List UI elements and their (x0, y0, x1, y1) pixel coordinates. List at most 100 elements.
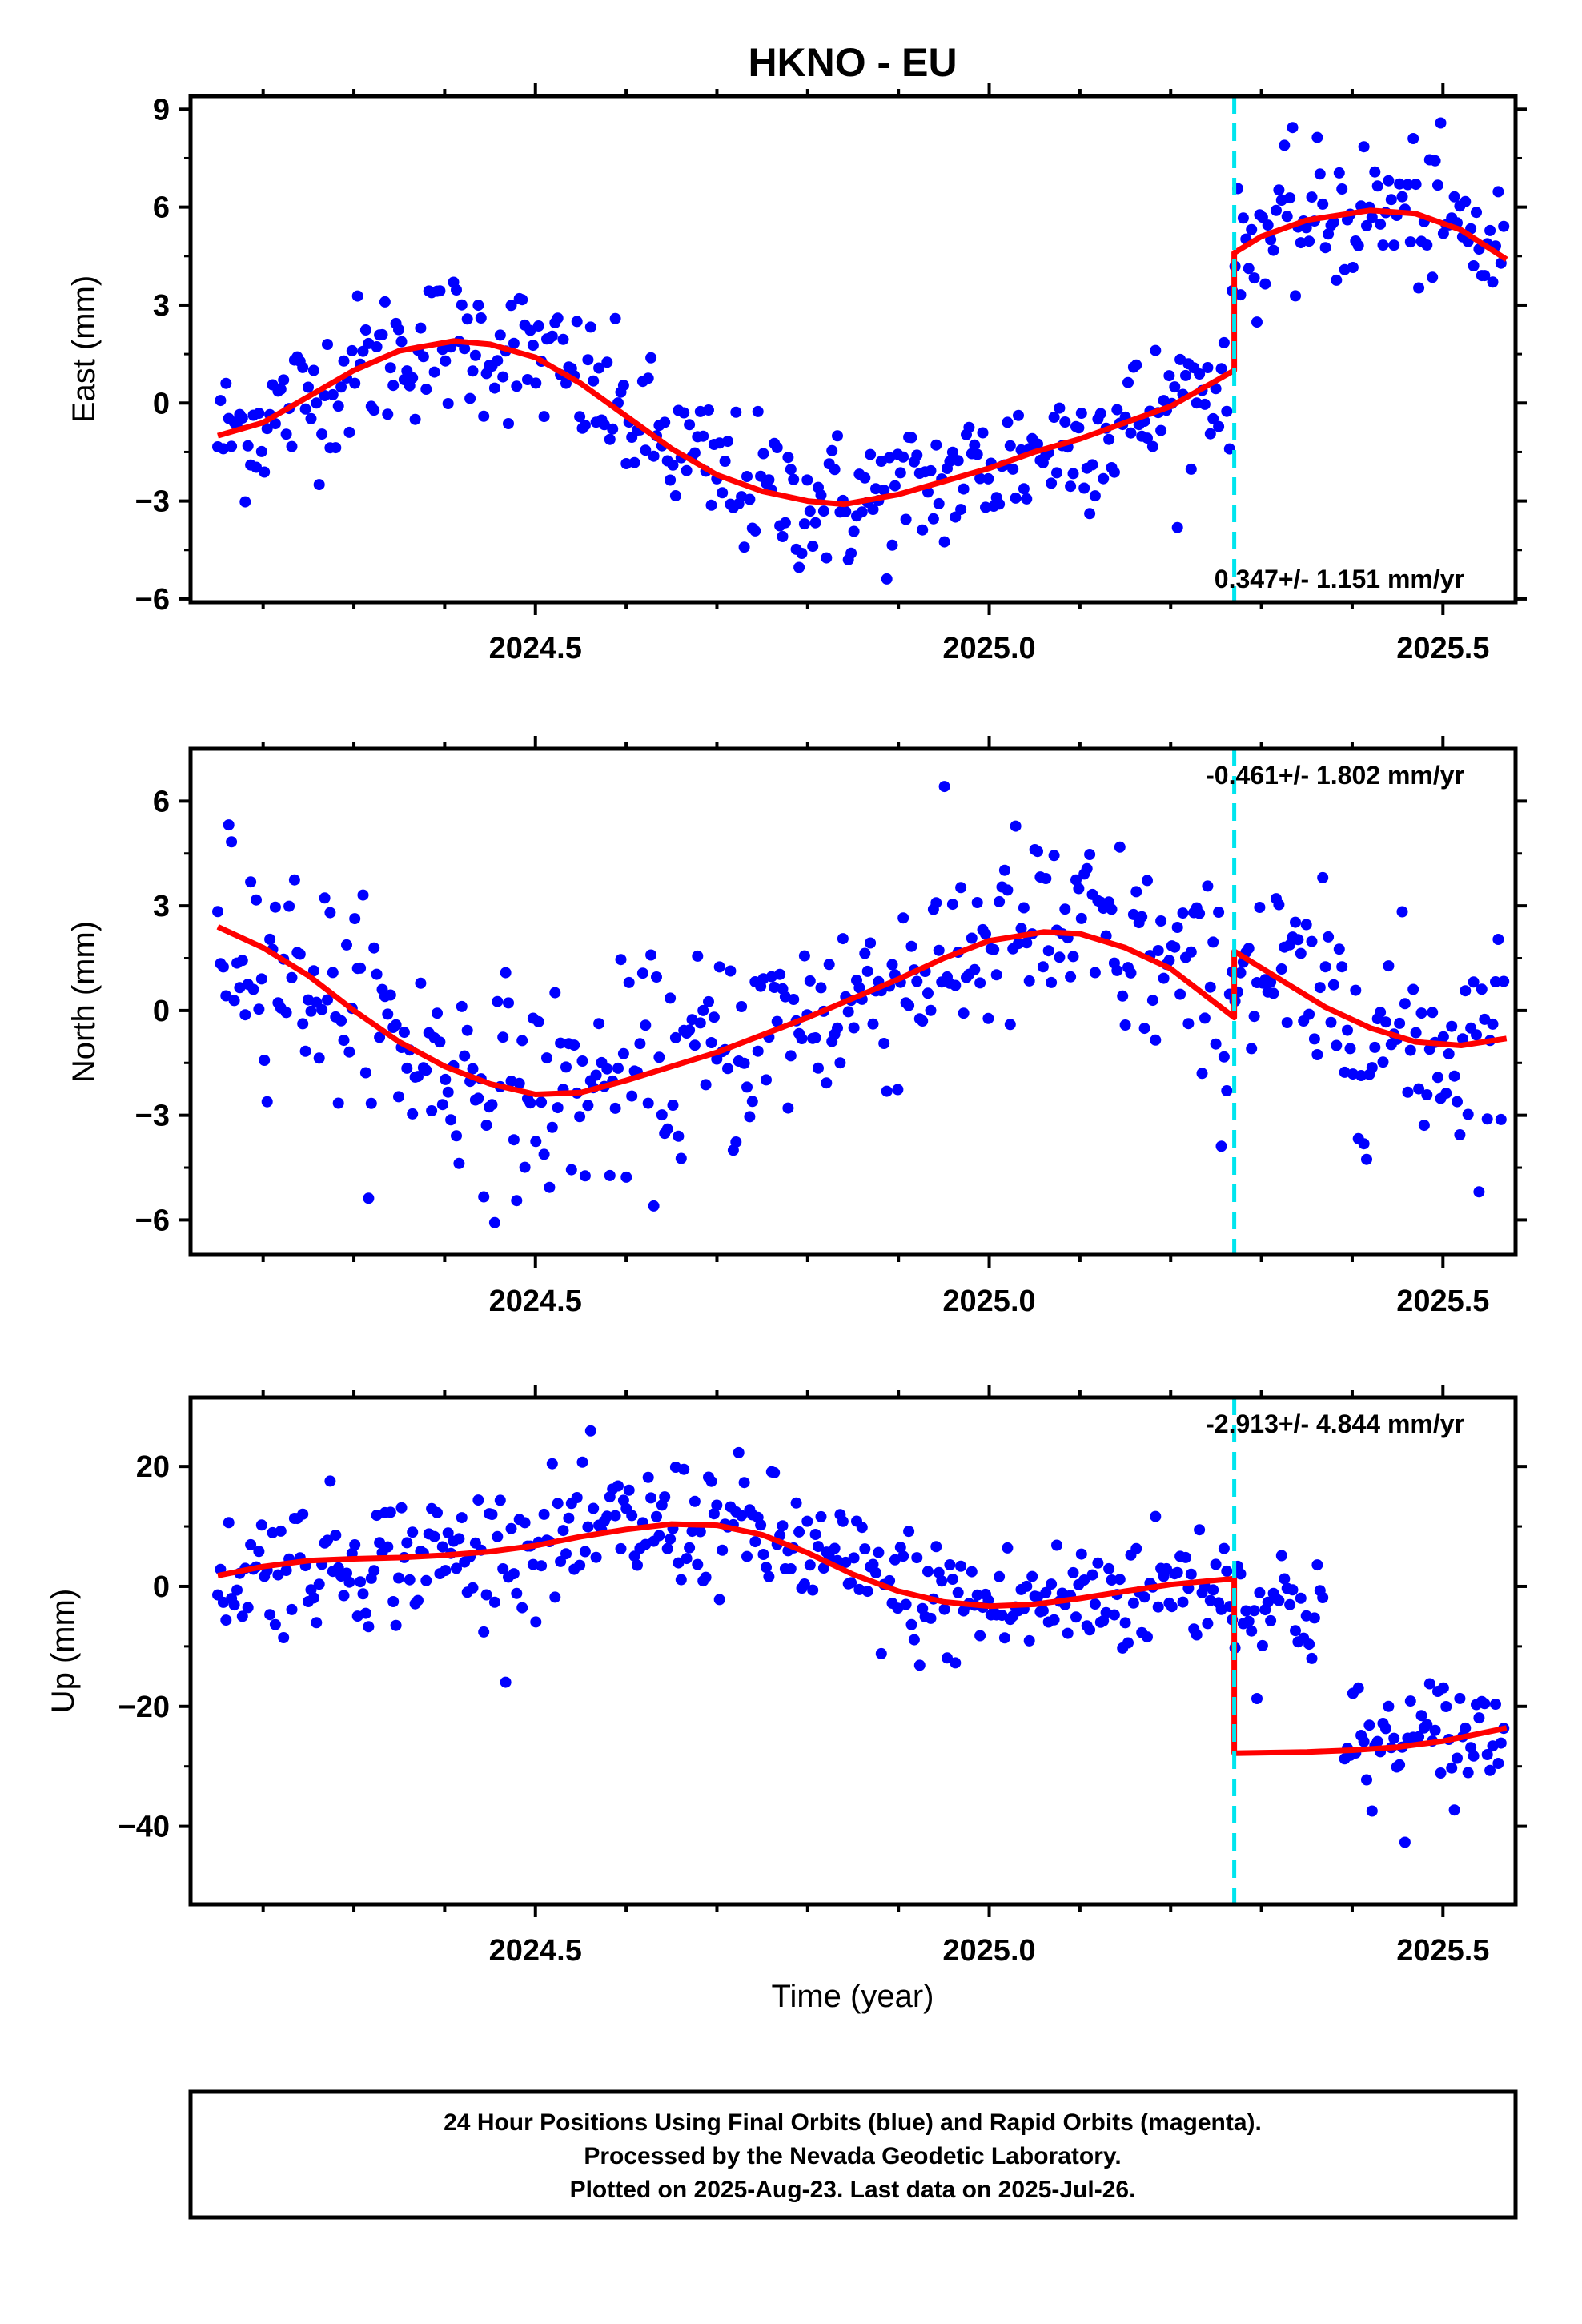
data-point (1396, 191, 1408, 203)
data-point (549, 1591, 561, 1603)
data-point (1427, 271, 1439, 283)
data-point (1325, 1016, 1337, 1028)
data-point (261, 423, 273, 435)
data-point (620, 458, 632, 469)
data-point (1018, 902, 1030, 914)
data-point (440, 1073, 452, 1085)
data-point (220, 1614, 232, 1626)
data-point (1303, 1008, 1315, 1020)
data-point (1273, 1594, 1285, 1606)
data-point (1350, 984, 1362, 996)
data-point (1046, 1578, 1058, 1590)
data-point (1388, 1732, 1400, 1744)
data-point (1333, 167, 1345, 179)
data-point (371, 968, 383, 980)
data-point (1021, 1580, 1033, 1592)
data-point (886, 539, 898, 551)
data-point (467, 1063, 479, 1075)
data-point (911, 975, 923, 987)
data-point (1308, 1033, 1320, 1045)
data-point (1023, 1634, 1035, 1647)
data-point (870, 1567, 881, 1578)
data-point (590, 1069, 602, 1081)
data-point (407, 372, 419, 384)
data-point (1207, 936, 1219, 948)
data-point (645, 352, 657, 364)
data-point (1191, 1629, 1203, 1641)
data-point (1117, 990, 1129, 1002)
data-point (859, 947, 871, 959)
data-point (897, 912, 909, 924)
data-point (1218, 336, 1230, 348)
data-point (640, 444, 652, 456)
data-point (974, 1630, 986, 1642)
data-point (330, 1530, 342, 1541)
data-point (417, 351, 429, 363)
data-point (845, 547, 857, 559)
data-point (420, 1574, 432, 1586)
data-point (1246, 223, 1258, 235)
data-point (1317, 198, 1329, 210)
data-point (980, 928, 991, 940)
data-point (1319, 242, 1331, 254)
rate-label: 0.347+/- 1.151 mm/yr (1215, 565, 1464, 593)
data-point (761, 1562, 772, 1574)
data-point (1380, 1723, 1391, 1735)
data-point (494, 1494, 506, 1506)
data-point (1366, 1805, 1378, 1817)
data-point (777, 1520, 789, 1532)
data-point (415, 322, 427, 334)
data-point (563, 1512, 575, 1524)
data-point (905, 432, 917, 444)
data-point (942, 1652, 953, 1664)
data-point (1054, 402, 1066, 414)
data-point (1448, 191, 1460, 203)
data-point (1352, 239, 1364, 251)
data-point (944, 1559, 956, 1570)
data-point (1273, 184, 1285, 196)
data-point (994, 1570, 1006, 1582)
data-point (1468, 260, 1480, 271)
data-point (538, 1508, 550, 1520)
data-point (1279, 139, 1291, 151)
data-point (253, 1003, 265, 1015)
data-point (461, 313, 473, 325)
data-point (1306, 191, 1318, 203)
data-point (1182, 1018, 1195, 1030)
data-point (1078, 1574, 1090, 1586)
data-point (1251, 316, 1263, 328)
data-point (1051, 467, 1062, 479)
data-point (1415, 1007, 1427, 1019)
data-point (1256, 1639, 1268, 1651)
data-point (946, 446, 958, 458)
data-point (801, 1515, 813, 1527)
data-point (1385, 194, 1397, 206)
data-point (1108, 1609, 1120, 1621)
data-point (681, 464, 693, 476)
data-point (1481, 1749, 1493, 1760)
data-point (1002, 1542, 1014, 1554)
plot-frame (188, 94, 1518, 605)
data-point (1174, 353, 1186, 365)
data-point (955, 1560, 967, 1572)
data-point (722, 436, 733, 448)
data-point (659, 416, 671, 428)
data-point (549, 987, 561, 999)
data-point (1446, 1020, 1458, 1032)
data-point (1479, 1698, 1491, 1710)
data-point (711, 1499, 723, 1511)
data-point (327, 967, 339, 979)
data-point (398, 1027, 410, 1039)
data-point (505, 300, 517, 312)
data-point (368, 942, 380, 954)
data-point (1323, 931, 1335, 943)
data-point (1300, 919, 1312, 931)
rate-label: -0.461+/- 1.802 mm/yr (1206, 761, 1464, 790)
data-point (1473, 1712, 1485, 1724)
data-point (1046, 976, 1058, 988)
data-point (1446, 1762, 1458, 1774)
data-point (1075, 912, 1087, 924)
data-point (212, 906, 223, 918)
data-point (382, 408, 394, 420)
data-point (1111, 404, 1123, 416)
